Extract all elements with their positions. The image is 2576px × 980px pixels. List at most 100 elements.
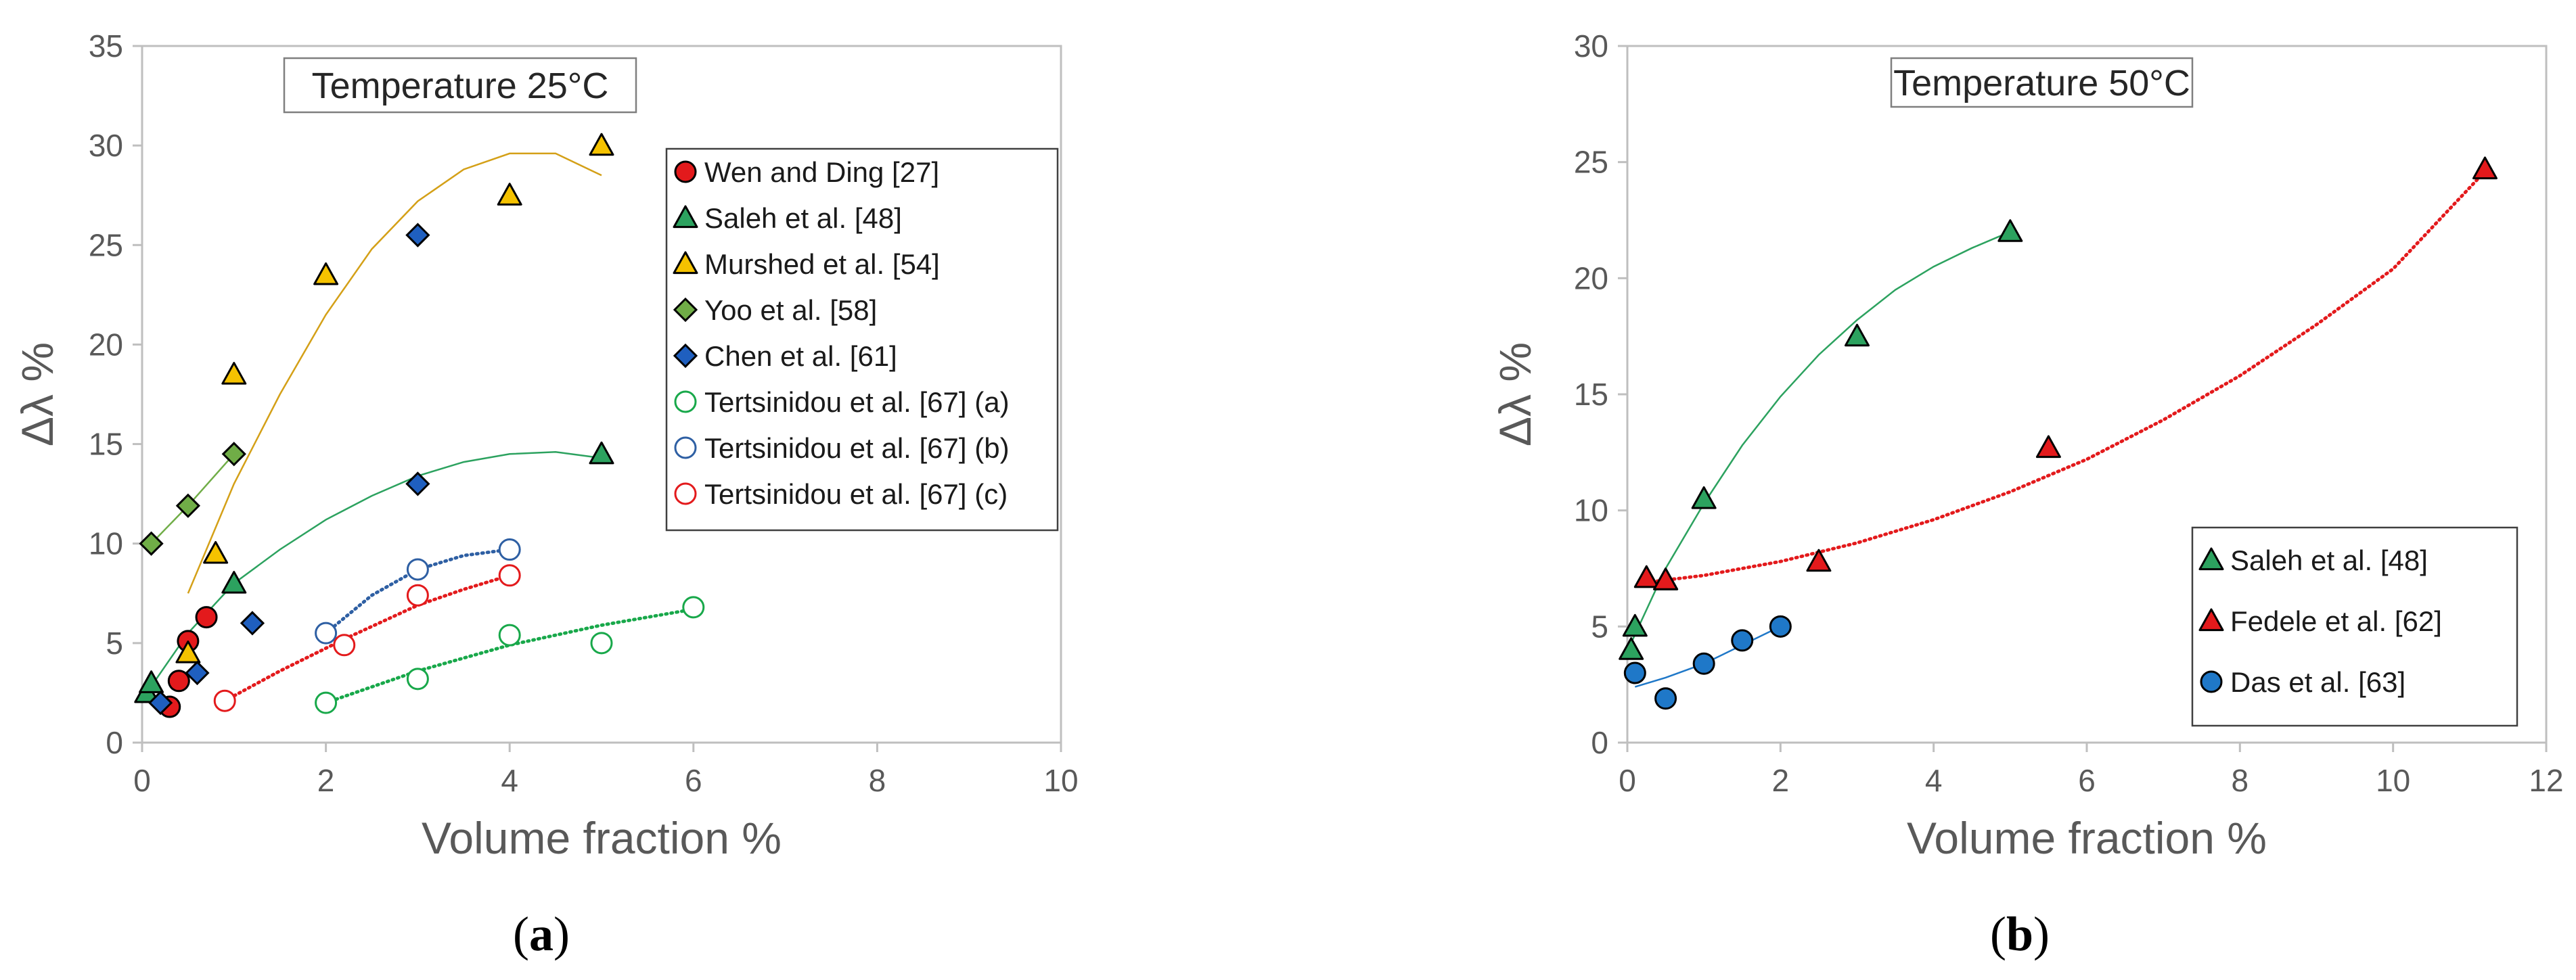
x-tick-label: 2 (317, 763, 335, 798)
chart-panel-a: 0 5 10 15 20 25 30 35 0 2 4 6 8 10 Volume fraction % Δλ… (12, 28, 1079, 961)
legend-label: Murshed et al. [54] (704, 248, 940, 280)
data-point (167, 670, 190, 693)
y-tick-label: 20 (1574, 260, 1608, 296)
trend-line (324, 607, 696, 705)
y-axis-title: Δλ % (12, 342, 62, 446)
data-point (1692, 652, 1715, 675)
legend-marker (673, 205, 698, 229)
data-point (175, 640, 201, 663)
data-point (139, 670, 164, 693)
data-point (139, 531, 164, 556)
y-tick-label: 5 (106, 626, 123, 661)
data-point (1769, 615, 1792, 638)
data-point (1653, 567, 1679, 590)
data-point (315, 691, 338, 714)
trend-line (1630, 231, 2011, 643)
data-point (313, 262, 339, 285)
legend-label: Tertsinidou et al. [67] (a) (704, 386, 1010, 418)
y-tick-label: 0 (106, 725, 123, 760)
data-point (405, 471, 430, 496)
legend-box (2191, 526, 2518, 727)
data-point (1654, 687, 1677, 710)
legend-label: Tertsinidou et al. [67] (b) (704, 432, 1010, 464)
data-point (175, 493, 201, 518)
legend-label: Saleh et al. [48] (704, 202, 902, 234)
data-point (1633, 565, 1659, 588)
data-point (221, 571, 247, 594)
data-point (221, 442, 246, 467)
legend-label: Yoo et al. [58] (704, 294, 877, 326)
y-tick-label: 25 (1574, 145, 1608, 180)
data-point (203, 540, 229, 564)
legend-label: Fedele et al. [62] (2230, 605, 2442, 637)
data-point (497, 183, 522, 206)
data-point (240, 611, 265, 636)
y-tick-label: 0 (1591, 725, 1608, 760)
legend-marker (673, 343, 698, 369)
trend-line (1644, 169, 2487, 584)
chart-panel-b: 0 5 10 15 20 25 30 0 2 4 6 8 10 12 Volume fraction % Δλ… (1490, 28, 2564, 961)
data-point (1622, 613, 1648, 637)
x-tick-label: 10 (2376, 763, 2410, 798)
data-point (406, 668, 429, 691)
panel-label: (a) (513, 907, 570, 961)
data-point (405, 223, 430, 248)
legend-marker (674, 482, 697, 505)
data-point (185, 660, 210, 686)
y-tick-label: 5 (1591, 609, 1608, 644)
data-point (195, 606, 218, 629)
data-point (406, 584, 429, 607)
x-tick-label: 10 (1043, 763, 1078, 798)
x-tick-label: 12 (2529, 763, 2563, 798)
data-point (406, 558, 429, 581)
legend-box (665, 147, 1059, 532)
data-point (498, 564, 521, 587)
x-tick-label: 8 (869, 763, 886, 798)
trend-line (187, 152, 602, 594)
y-tick-label: 35 (89, 28, 123, 64)
y-tick-label: 25 (89, 227, 123, 262)
legend-marker (2198, 608, 2224, 632)
y-tick-label: 30 (89, 128, 123, 163)
data-point (498, 624, 521, 647)
data-point (1691, 486, 1717, 509)
data-point (1623, 661, 1646, 684)
legend-marker (2200, 670, 2223, 693)
y-tick-label: 30 (1574, 28, 1608, 64)
data-point (1997, 219, 2023, 242)
data-point (589, 441, 614, 465)
y-axis-title: Δλ % (1490, 342, 1540, 446)
y-tick-label: 15 (1574, 377, 1608, 412)
data-point (498, 538, 521, 561)
y-tick-label: 15 (89, 427, 123, 462)
data-point (1806, 549, 1832, 572)
legend-marker (673, 251, 698, 275)
data-point (1845, 323, 1870, 347)
legend-label: Tertsinidou et al. [67] (c) (704, 478, 1008, 510)
chart-title: Temperature 25°C (312, 66, 609, 106)
data-point (213, 689, 236, 712)
data-point (333, 634, 356, 657)
chart-title-box (1890, 57, 2194, 108)
y-tick-label: 10 (89, 526, 123, 561)
legend-marker (674, 160, 697, 183)
y-tick-label: 10 (1574, 493, 1608, 528)
data-point (2472, 156, 2498, 180)
panel-label: (b) (1990, 907, 2050, 961)
data-point (315, 622, 338, 645)
data-point (148, 691, 173, 716)
trend-line (223, 574, 512, 703)
y-tick-label: 20 (89, 327, 123, 362)
x-tick-label: 4 (1925, 763, 1943, 798)
data-point (1619, 637, 1644, 660)
x-tick-label: 0 (133, 763, 151, 798)
legend-marker (674, 390, 697, 413)
data-point (1731, 629, 1754, 652)
x-tick-label: 0 (1619, 763, 1636, 798)
chart-title: Temperature 50°C (1893, 63, 2190, 103)
x-axis-title: Volume fraction % (422, 813, 782, 863)
x-tick-label: 6 (2078, 763, 2096, 798)
legend-marker (674, 436, 697, 459)
data-point (682, 596, 705, 619)
